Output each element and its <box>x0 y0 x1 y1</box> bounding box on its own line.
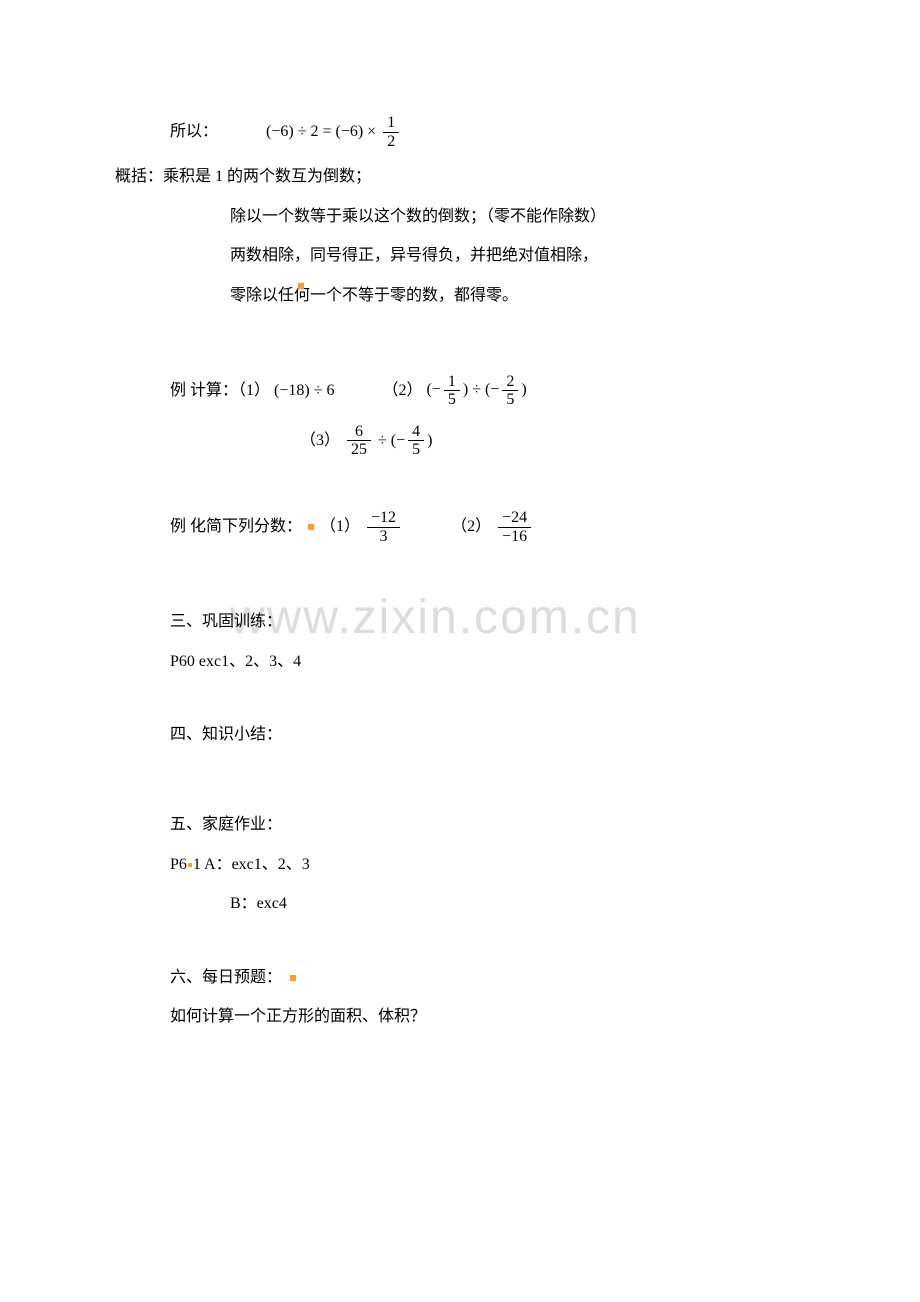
accent-dot-icon <box>188 863 192 867</box>
ex-calc-3-label: （3） <box>300 432 340 449</box>
eq1-frac: 1 2 <box>383 114 399 150</box>
ex-calc-2-expr: (−15) ÷ (−25) <box>427 381 527 398</box>
gaikuo4: 零除以任何一个不等于零的数，都得零。 <box>230 287 518 304</box>
suoyi-label: 所以： <box>170 123 218 140</box>
section-3-title: 三、巩固训练： <box>170 609 800 635</box>
eq1-lhs: (−6) ÷ 2 = (−6) × <box>266 123 376 140</box>
gaikuo2: 除以一个数等于乘以这个数的倒数；（零不能作除数） <box>170 204 800 230</box>
gaikuo3: 两数相除，同号得正，异号得负，并把绝对值相除， <box>170 243 800 269</box>
example-calc-line2: （3） 625 ÷ (−45) <box>170 423 800 459</box>
ex-simplify-label: 例 化简下列分数： <box>170 518 302 535</box>
gaikuo-label: 概括： <box>115 168 163 185</box>
ex-calc-1-label: （1） <box>238 381 270 398</box>
section-5-b: B：exc4 <box>170 891 800 917</box>
ex-calc-1-expr: (−18) ÷ 6 <box>274 381 334 398</box>
ex-simplify-1-label: （1） <box>320 518 360 535</box>
accent-dot-icon <box>308 524 314 530</box>
document-content: 所以： (−6) ÷ 2 = (−6) × 1 2 概括：乘积是 1 的两个数互… <box>170 114 800 1030</box>
line-suoyi: 所以： (−6) ÷ 2 = (−6) × 1 2 <box>170 114 800 150</box>
ex-simplify-2-label: （2） <box>451 518 491 535</box>
ex-calc-2-label: （2） <box>383 381 423 398</box>
section-6-title: 六、每日预题： <box>170 965 800 991</box>
section-3-body: P60 exc1、2、3、4 <box>170 649 800 675</box>
ex-calc-3-expr: 625 ÷ (−45) <box>344 432 432 449</box>
accent-dot-icon <box>298 283 304 289</box>
section-6-body: 如何计算一个正方形的面积、体积？ <box>170 1004 800 1030</box>
ex-simplify-2-frac: −24 −16 <box>498 509 531 545</box>
eq1-frac-num: 1 <box>383 114 399 133</box>
ex-simplify-1-frac: −12 3 <box>367 509 400 545</box>
gaikuo4-line: 零除以任何一个不等于零的数，都得零。 <box>170 283 800 309</box>
ex-calc-label: 例 计算： <box>170 381 238 398</box>
section-5-a: P61 A：exc1、2、3 <box>170 852 800 878</box>
gaikuo1: 乘积是 1 的两个数互为倒数； <box>163 168 371 185</box>
accent-dot-icon <box>290 975 296 981</box>
eq1-frac-den: 2 <box>383 133 399 151</box>
example-simplify: 例 化简下列分数： （1） −12 3 （2） −24 −16 <box>170 509 800 545</box>
example-calc: 例 计算：（1） (−18) ÷ 6 （2） (−15) ÷ (−25) <box>170 373 800 409</box>
line-gaikuo-header: 概括：乘积是 1 的两个数互为倒数； <box>115 164 800 190</box>
section-5-title: 五、家庭作业： <box>170 812 800 838</box>
section-4-title: 四、知识小结： <box>170 722 800 748</box>
